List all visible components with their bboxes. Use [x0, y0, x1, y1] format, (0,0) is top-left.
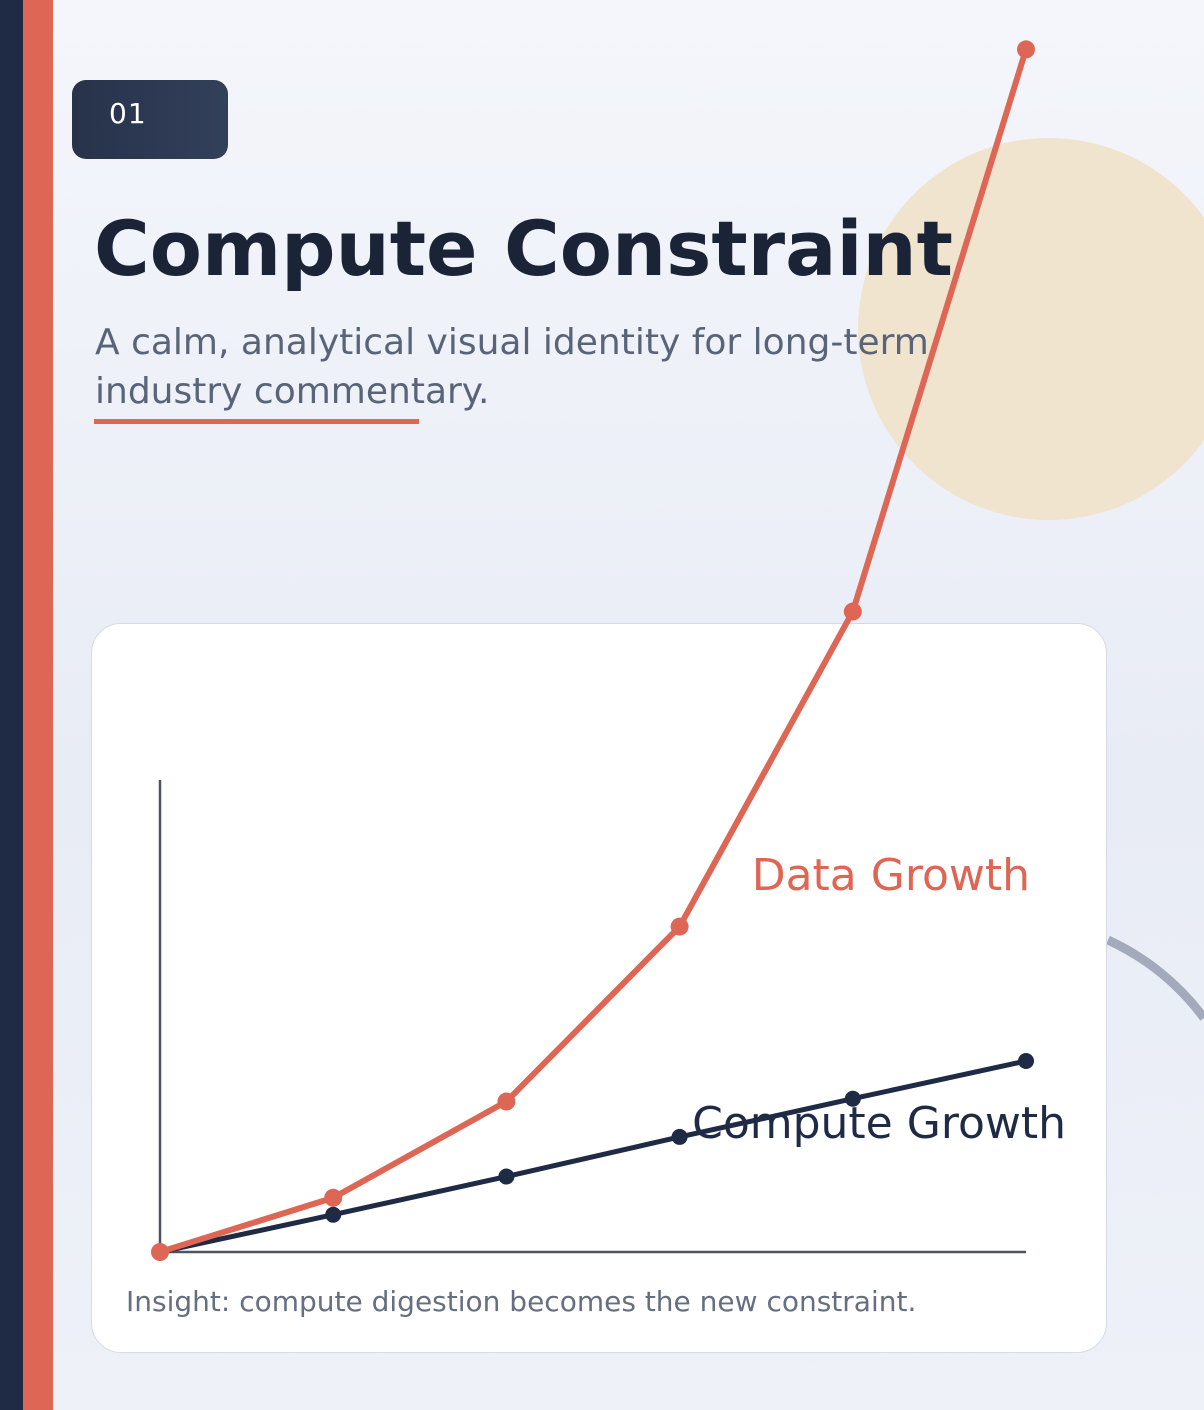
data-growth-point — [843, 602, 862, 621]
subtitle-underline — [94, 419, 419, 424]
data-growth-point — [324, 1188, 343, 1207]
compute-growth-point — [671, 1128, 688, 1145]
page-title: Compute Constraint — [94, 204, 953, 293]
compute-growth-line — [157, 1058, 1029, 1255]
data-growth-point — [151, 1243, 169, 1261]
data-growth-label: Data Growth — [752, 850, 1030, 901]
data-growth-point — [497, 1092, 516, 1111]
insight-caption: Insight: compute digestion becomes the n… — [126, 1285, 917, 1318]
page-subtitle: A calm, analytical visual identity for l… — [95, 322, 929, 412]
data-growth-line — [157, 46, 1029, 1255]
compute-growth-point — [844, 1090, 861, 1107]
section-number: 01 — [109, 97, 147, 130]
data-growth-point — [670, 917, 689, 936]
left-navy-stripe — [0, 0, 23, 1410]
compute-growth-point — [1018, 1053, 1034, 1069]
data-growth-point — [1017, 40, 1035, 59]
compute-growth-label: Compute Growth — [692, 1098, 1066, 1149]
section-number-badge: 01 — [72, 80, 228, 159]
left-accent-stripe — [23, 0, 53, 1410]
decorative-sand-circle — [858, 138, 1204, 520]
compute-growth-point — [325, 1206, 342, 1223]
compute-growth-point — [498, 1168, 515, 1185]
